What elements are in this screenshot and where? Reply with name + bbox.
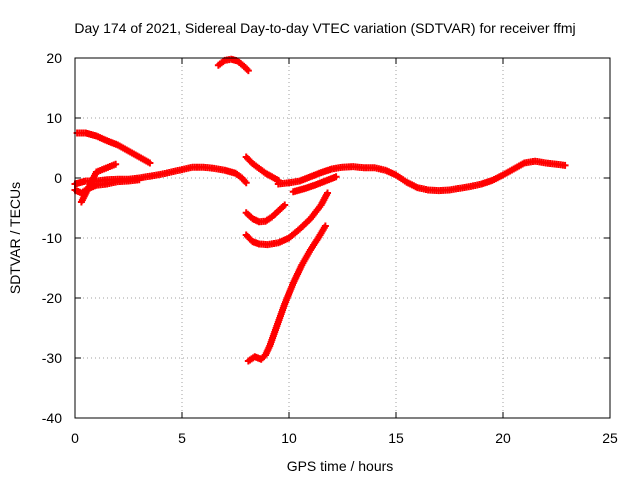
series-deep-dip-arc — [244, 222, 329, 365]
axis-ticks: 0 5 10 15 20 25 -40 -30 -20 -10 0 10 20 — [42, 50, 618, 446]
x-tick-label: 10 — [281, 430, 297, 446]
series-midday-lower — [289, 173, 340, 196]
y-tick-label: -40 — [42, 410, 62, 426]
data-point — [281, 201, 289, 209]
x-axis-label: GPS time / hours — [287, 458, 394, 474]
series-peak-arc — [214, 55, 252, 75]
y-tick-label: 20 — [46, 50, 62, 66]
data-points — [71, 55, 569, 365]
grid — [75, 58, 610, 418]
data-point — [242, 179, 250, 187]
series-arc-minus11 — [242, 189, 332, 249]
x-tick-label: 20 — [495, 430, 511, 446]
data-point — [244, 67, 252, 75]
y-axis-label: SDTVAR / TECUs — [7, 182, 23, 294]
data-point — [332, 173, 340, 181]
series-arc-minus7 — [242, 201, 289, 226]
series-midday-recovery — [274, 157, 569, 195]
x-tick-label: 15 — [388, 430, 404, 446]
y-tick-label: -20 — [42, 290, 62, 306]
x-tick-label: 25 — [602, 430, 618, 446]
y-tick-label: -30 — [42, 350, 62, 366]
y-tick-label: 0 — [54, 170, 62, 186]
data-point — [135, 176, 143, 184]
y-tick-label: -10 — [42, 230, 62, 246]
series-main-track-lower — [71, 176, 143, 197]
x-tick-label: 0 — [71, 430, 79, 446]
data-point — [112, 160, 120, 168]
series-early-descending-arc — [73, 129, 154, 167]
x-tick-label: 5 — [178, 430, 186, 446]
data-point — [146, 159, 154, 167]
data-point — [561, 161, 569, 169]
data-point — [324, 189, 332, 197]
chart-title: Day 174 of 2021, Sidereal Day-to-day VTE… — [74, 20, 575, 36]
y-tick-label: 10 — [46, 110, 62, 126]
data-point — [321, 222, 329, 230]
series-arc-8-to-9-upper — [242, 153, 282, 184]
series-early-outliers — [77, 160, 120, 206]
